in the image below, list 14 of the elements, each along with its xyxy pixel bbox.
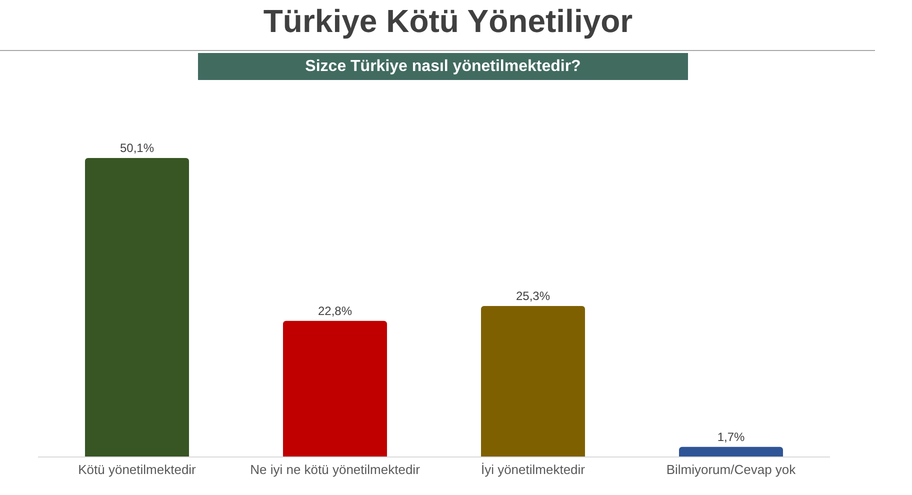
chart-title: Türkiye Kötü Yönetiliyor: [262, 3, 634, 40]
bar: [481, 306, 585, 457]
data-label: 50,1%: [120, 141, 154, 155]
x-tick-label: Ne iyi ne kötü yönetilmektedir: [250, 462, 421, 478]
bar: [679, 446, 783, 457]
bar: [283, 320, 387, 457]
x-tick-label: Kötü yönetilmektedir: [78, 462, 197, 478]
x-tick-label: Bilmiyorum/Cevap yok: [666, 462, 796, 478]
x-tick-label: İyi yönetilmektedir: [480, 462, 586, 478]
data-label: 22,8%: [318, 304, 352, 318]
bar: [85, 158, 189, 457]
data-label: 25,3%: [516, 289, 550, 304]
data-label: 1,7%: [717, 430, 745, 444]
chart-subtitle: Sizce Türkiye nasıl yönetilmektedir?: [198, 53, 688, 80]
